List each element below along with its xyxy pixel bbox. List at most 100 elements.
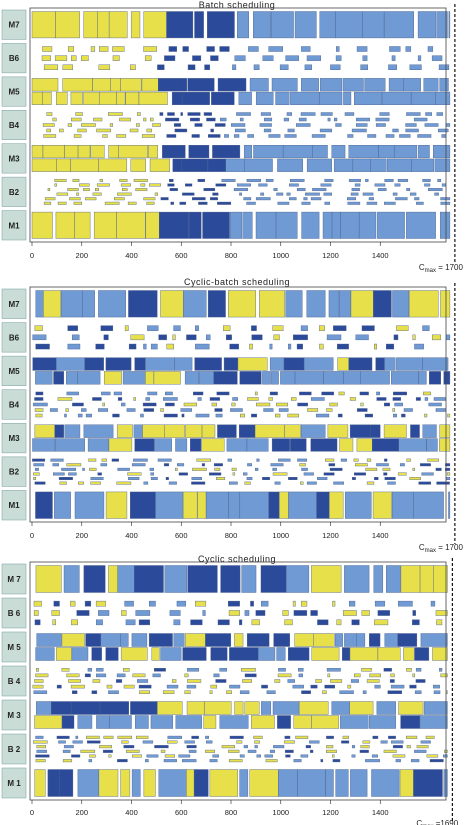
lane-label: M5 [8,88,20,97]
schedule-block [126,408,136,412]
schedule-block [197,397,202,401]
schedule-block [83,424,114,438]
schedule-block [272,467,277,471]
schedule-block [46,128,51,133]
schedule-block [62,64,73,71]
lane-label: B4 [9,401,20,410]
schedule-block [244,158,273,172]
schedule-block [306,290,326,318]
schedule-block [41,55,51,61]
schedule-block [247,134,255,138]
schedule-block [352,477,356,480]
schedule-block [285,565,310,593]
schedule-block [225,158,245,172]
schedule-block [124,325,129,331]
schedule-block [226,334,232,341]
schedule-block [268,491,280,519]
schedule-block [320,78,343,92]
schedule-block [228,610,240,616]
schedule-block [223,357,239,371]
schedule-block [360,64,368,71]
x-tick-label: 1200 [322,251,339,260]
schedule-block [117,192,132,196]
schedule-block [424,397,429,401]
schedule-block [160,647,182,661]
schedule-block [54,424,64,438]
schedule-block [374,343,378,350]
schedule-block [417,134,432,138]
schedule-block [117,735,133,739]
lane-label: M7 [8,300,20,309]
schedule-block [53,371,65,385]
schedule-block [141,78,159,92]
lane-label-box [1,456,27,487]
schedule-block [33,477,37,480]
schedule-block [77,715,93,729]
schedule-block [93,117,103,122]
schedule-block [359,391,369,396]
schedule-block [293,334,308,341]
schedule-block [445,463,451,467]
schedule-block [137,679,149,683]
schedule-block [34,467,39,471]
schedule-block [348,178,361,182]
schedule-block [253,11,271,39]
schedule-block [121,402,126,407]
schedule-block [342,78,364,92]
schedule-block [123,745,135,749]
schedule-block [130,491,156,519]
schedule-block [78,183,90,187]
schedule-block [391,371,419,385]
schedule-block [238,91,252,105]
schedule-block [201,424,216,438]
schedule-block [87,438,110,452]
schedule-block [375,117,390,122]
schedule-block [64,145,79,159]
schedule-block [178,754,191,758]
schedule-block [366,481,375,485]
schedule-block [397,178,409,182]
schedule-block [365,759,380,763]
schedule-block [386,565,401,593]
schedule-block [75,112,83,116]
schedule-block [242,679,252,683]
schedule-block [43,201,52,205]
schedule-block [55,211,75,239]
schedule-block [399,769,414,797]
schedule-block [215,477,226,480]
schedule-block [405,128,419,133]
schedule-block [171,679,177,683]
schedule-block [369,633,381,647]
schedule-block [194,11,204,39]
schedule-block [155,491,184,519]
schedule-block [184,673,189,678]
schedule-block [201,463,205,467]
schedule-block [276,192,284,196]
schedule-block [127,472,142,476]
schedule-block [61,715,75,729]
schedule-block [276,647,286,661]
schedule-block [111,458,119,462]
schedule-block [96,715,110,729]
schedule-block [261,684,268,689]
schedule-block [307,408,319,412]
schedule-block [445,467,451,471]
schedule-block [333,158,354,172]
schedule-block [432,647,448,661]
schedule-block [273,633,290,647]
schedule-block [35,391,44,396]
schedule-block [361,668,372,672]
schedule-block [326,334,342,341]
schedule-block [440,211,451,239]
schedule-block [280,371,296,385]
schedule-block [123,668,130,672]
schedule-block [392,290,410,318]
schedule-block [232,64,237,71]
schedule-block [59,769,74,797]
schedule-block [383,668,392,672]
schedule-block [209,397,220,401]
schedule-block [102,402,105,407]
schedule-block [243,472,248,476]
schedule-block [311,647,340,661]
schedule-block [422,391,432,396]
